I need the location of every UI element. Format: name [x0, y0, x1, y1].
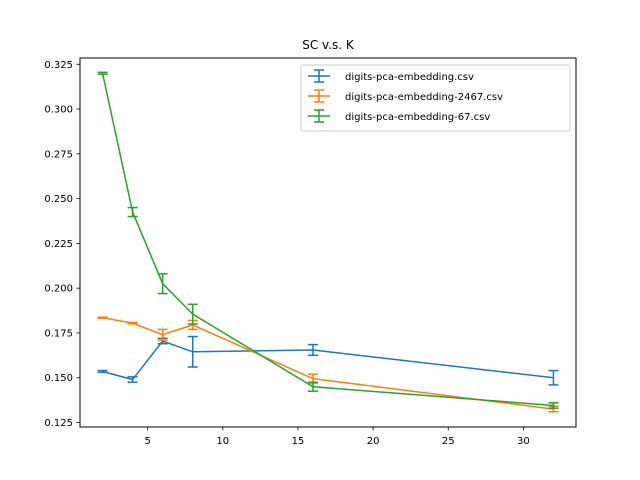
x-tick-label: 30 [517, 436, 530, 447]
data-point-errorbar [157, 273, 168, 295]
x-tick-label: 15 [292, 436, 305, 447]
series-1 [97, 335, 559, 386]
data-point-errorbar [127, 376, 138, 383]
ticks: 5 10 15 20 25 30 0.125 0.150 0.175 0.200 0.225 0.25… [44, 60, 529, 447]
x-tick-label: 20 [367, 436, 380, 447]
y-tick-label: 0.325 [44, 60, 73, 71]
y-tick-label: 0.200 [44, 284, 73, 295]
legend-entry: digits-pca-embedding-2467.csv [308, 89, 503, 103]
legend-frame [300, 64, 571, 132]
legend-entry: digits-pca-embedding.csv [308, 69, 474, 83]
data-point-errorbar [97, 369, 108, 374]
data-point-errorbar [127, 321, 138, 325]
series-layer [97, 71, 559, 413]
data-point-errorbar [127, 206, 138, 218]
series-line [102, 340, 554, 381]
legend-label: digits-pca-embedding-2467.csv [345, 92, 503, 103]
data-point-errorbar [187, 335, 198, 368]
series-3 [97, 71, 559, 409]
legend: digits-pca-embedding.csv digits-pca-embed… [300, 64, 571, 132]
x-tick-label: 5 [144, 436, 150, 447]
axes-frame [79, 57, 577, 428]
y-tick-label: 0.175 [44, 328, 73, 339]
chart-title: SC v.s. K [302, 38, 355, 52]
legend-label: digits-pca-embedding.csv [345, 72, 474, 83]
y-tick-label: 0.150 [44, 373, 73, 384]
data-point-errorbar [307, 343, 318, 357]
data-point-errorbar [157, 328, 168, 341]
y-tick-label: 0.225 [44, 239, 73, 250]
data-point-errorbar [548, 402, 559, 409]
x-tick-label: 10 [216, 436, 229, 447]
y-tick-label: 0.275 [44, 149, 73, 160]
data-point-errorbar [187, 303, 198, 325]
y-tick-label: 0.125 [44, 418, 73, 429]
axes [79, 57, 577, 428]
series-line [101, 73, 554, 407]
data-point-errorbar [307, 381, 318, 392]
x-tick-label: 25 [442, 436, 455, 447]
y-tick-label: 0.300 [44, 105, 73, 116]
data-point-errorbar [97, 316, 108, 320]
series-line [102, 316, 554, 410]
legend-entries: digits-pca-embedding.csv digits-pca-embed… [308, 69, 503, 123]
data-point-errorbar [548, 369, 559, 386]
legend-label: digits-pca-embedding-67.csv [345, 112, 490, 123]
data-point-errorbar [97, 71, 108, 75]
y-tick-label: 0.250 [44, 194, 73, 205]
legend-entry: digits-pca-embedding-67.csv [308, 109, 490, 123]
